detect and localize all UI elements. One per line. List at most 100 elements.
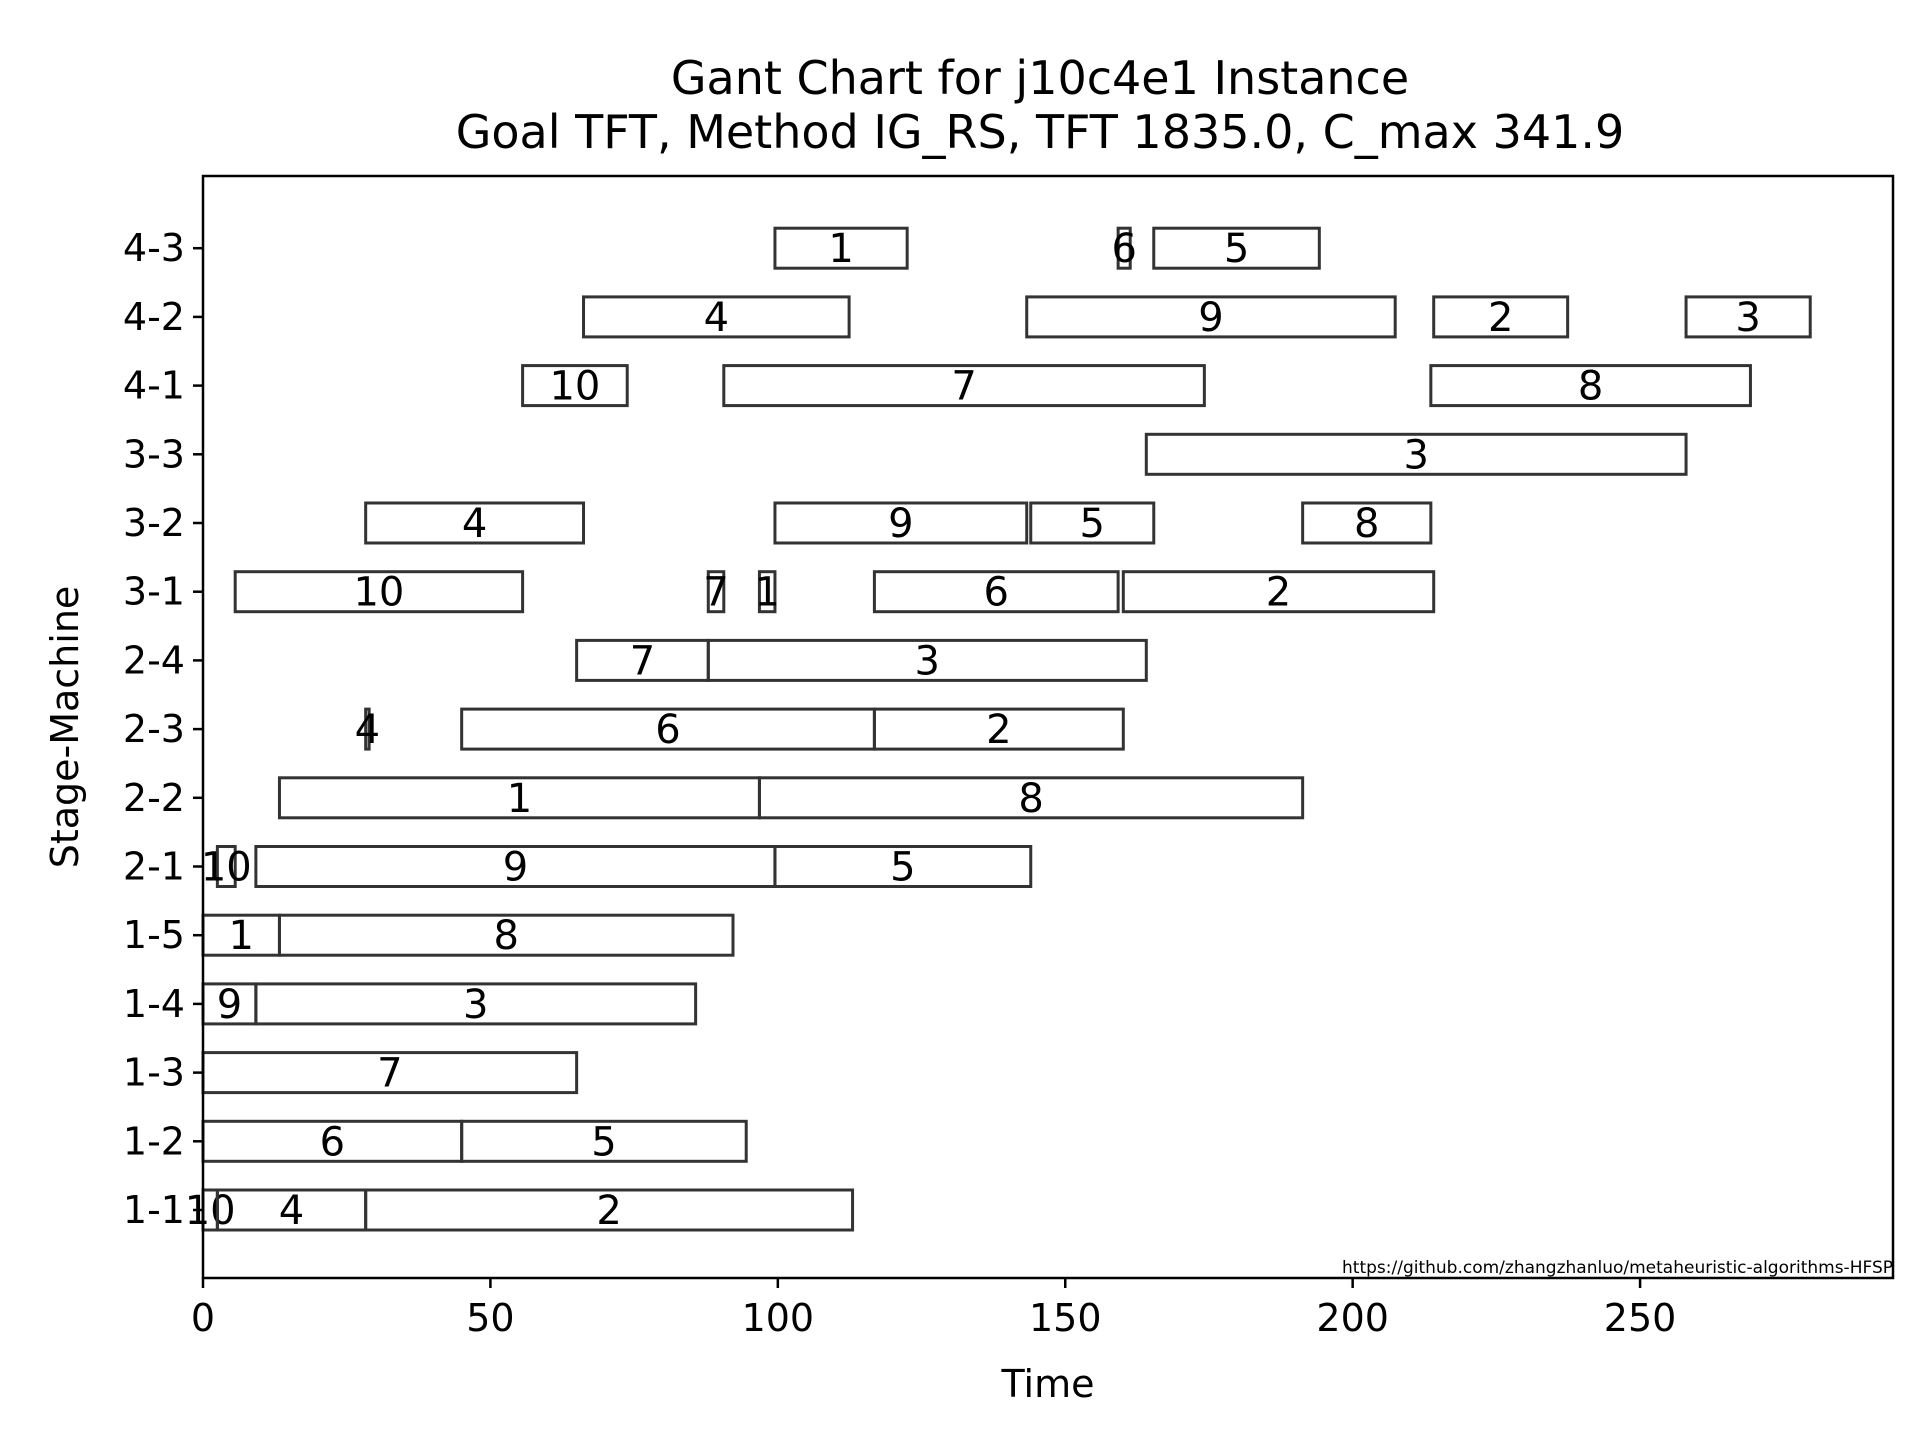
task-job-label: 9: [888, 501, 913, 547]
task-bar: [460, 1119, 748, 1163]
x-tick-label: 150: [1029, 1296, 1102, 1340]
task-bar: [757, 776, 1305, 820]
source-credit: https://github.com/zhangzhanluo/metaheur…: [1342, 1258, 1893, 1278]
y-tick-label: 1-1: [123, 1188, 185, 1232]
task-bar: [215, 845, 237, 888]
y-axis: 1-1 1-2 1-3 1-4 1-5 2-1 2-2 2-3 2-4 3-1 3-2 3-3 4-1 4…: [123, 226, 203, 1232]
task-job-label: 4: [704, 295, 729, 341]
x-tick-label: 250: [1604, 1296, 1677, 1340]
task-job-label: 4: [462, 501, 487, 547]
task-job-label: 10: [201, 845, 252, 891]
task-job-label: 6: [320, 1119, 345, 1165]
task-job-label: 3: [1735, 295, 1760, 341]
task-job-label: 3: [463, 982, 488, 1028]
x-tick-label: 200: [1316, 1296, 1389, 1340]
task-bar: [1121, 570, 1436, 614]
task-job-label: 4: [279, 1188, 304, 1234]
task-job-label: 7: [630, 638, 655, 684]
task-bar: [1152, 226, 1321, 270]
task-job-label: 2: [1488, 295, 1513, 341]
y-tick-label: 1-4: [123, 982, 185, 1026]
task-job-label: 2: [986, 707, 1011, 753]
task-job-label: 9: [217, 982, 242, 1028]
task-bar: [364, 501, 586, 545]
y-tick-label: 2-1: [123, 845, 185, 889]
task-job-label: 10: [185, 1188, 236, 1234]
task-bar: [757, 570, 777, 614]
task-job-label: 1: [507, 776, 532, 822]
task-job-label: 6: [655, 707, 680, 753]
task-bar: [1144, 432, 1688, 476]
task-job-label: 1: [828, 226, 853, 272]
task-job-label: 2: [596, 1188, 621, 1234]
chart-subtitle: Goal TFT, Method IG_RS, TFT 1835.0, C_ma…: [456, 105, 1625, 159]
task-bar: [254, 982, 698, 1026]
plot-frame: [201, 174, 1895, 1280]
task-bar: [872, 570, 1120, 614]
task-bar: [1432, 295, 1570, 339]
task-bar: [706, 638, 1148, 682]
task-job-label: 8: [1354, 501, 1379, 547]
task-job-label: 8: [1018, 776, 1043, 822]
y-tick-label: 1-5: [123, 913, 185, 957]
task-job-label: 5: [1080, 501, 1105, 547]
y-tick-label: 3-1: [123, 570, 185, 614]
task-job-label: 8: [1578, 364, 1603, 410]
task-job-label: 4: [355, 707, 380, 753]
task-bar: [364, 707, 371, 751]
task-job-label: 1: [754, 570, 779, 616]
y-tick-label: 4-1: [123, 364, 185, 408]
task-bar: [277, 913, 735, 957]
y-tick-label: 1-2: [123, 1119, 185, 1163]
chart-title: Gant Chart for j10c4e1 Instance: [671, 51, 1409, 105]
x-tick-label: 0: [191, 1296, 215, 1340]
y-tick-label: 2-4: [123, 638, 185, 682]
y-axis-label: Stage-Machine: [43, 586, 87, 869]
x-axis: 0 50 100 150 200 250: [191, 1278, 1676, 1340]
y-tick-label: 2-2: [123, 776, 185, 820]
task-bar: [364, 1188, 855, 1232]
x-tick-label: 50: [466, 1296, 514, 1340]
x-axis-label: Time: [1001, 1362, 1095, 1406]
task-job-label: 2: [1266, 570, 1291, 616]
task-bar: [773, 226, 909, 270]
task-bar: [1029, 501, 1156, 545]
task-job-label: 10: [549, 364, 600, 410]
task-bar: [1301, 501, 1433, 545]
task-job-label: 6: [984, 570, 1009, 616]
task-bar: [1116, 226, 1132, 270]
task-job-label: 7: [703, 570, 728, 616]
task-job-label: 5: [591, 1119, 616, 1165]
y-tick-label: 3-3: [123, 432, 185, 476]
task-job-label: 10: [353, 570, 404, 616]
y-tick-label: 4-3: [123, 226, 185, 270]
task-job-label: 7: [951, 364, 976, 410]
y-tick-label: 1-3: [123, 1051, 185, 1095]
task-bar: [521, 364, 629, 408]
task-bar: [582, 295, 851, 339]
y-tick-label: 4-2: [123, 295, 185, 339]
task-job-label: 5: [890, 845, 915, 891]
task-bar: [773, 501, 1029, 545]
x-tick-label: 100: [742, 1296, 815, 1340]
y-tick-label: 3-2: [123, 501, 185, 545]
task-job-label: 3: [1403, 432, 1428, 478]
task-bar: [1025, 295, 1397, 339]
task-job-label: 6: [1111, 226, 1136, 272]
task-job-label: 7: [377, 1051, 402, 1097]
y-tick-label: 2-3: [123, 707, 185, 751]
task-job-label: 3: [915, 638, 940, 684]
task-job-label: 8: [493, 913, 518, 959]
task-bar: [722, 364, 1206, 408]
task-bar: [233, 570, 525, 614]
task-bar: [872, 707, 1125, 751]
task-bar: [773, 845, 1033, 888]
task-job-label: 1: [228, 913, 253, 959]
task-bar: [1684, 295, 1812, 339]
task-job-label: 9: [1198, 295, 1223, 341]
task-job-label: 5: [1224, 226, 1249, 272]
task-bar: [1429, 364, 1752, 408]
task-job-label: 9: [503, 845, 528, 891]
